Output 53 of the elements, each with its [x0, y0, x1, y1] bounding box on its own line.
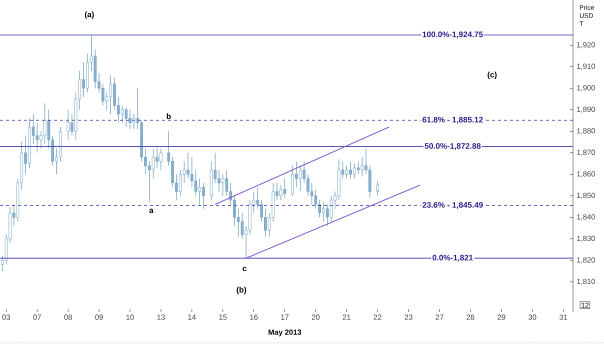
candlestick: [349, 161, 352, 179]
candlestick: [291, 165, 294, 196]
annotation: (b): [236, 286, 246, 294]
candlestick: [198, 178, 202, 205]
candlestick: [330, 196, 333, 222]
candlestick: [124, 107, 128, 128]
annotation: c: [242, 266, 247, 272]
candlestick: [113, 77, 116, 110]
candlestick: [148, 161, 151, 203]
candlestick: [102, 84, 104, 106]
candlestick: [160, 148, 162, 170]
candlestick: [280, 184, 282, 200]
candlestick: [66, 109, 70, 140]
candlestick: [283, 178, 286, 198]
candlestick: [218, 170, 220, 192]
candlestick: [178, 170, 182, 196]
candlestick: [225, 170, 228, 196]
annotation: 100.0%-1,924.75: [422, 32, 483, 38]
annotation: (c): [488, 72, 497, 80]
candlestick: [36, 122, 39, 154]
annotation: a: [149, 208, 154, 214]
candlestick: [156, 146, 158, 168]
candlestick: [306, 174, 310, 196]
candlestick: [186, 152, 190, 179]
candlestick: [240, 212, 244, 240]
candlestick: [345, 165, 348, 179]
candlestick: [310, 182, 314, 205]
candlestick: [322, 202, 325, 222]
candlestick: [82, 62, 85, 98]
candlestick: [202, 182, 205, 210]
candlestick: [353, 163, 356, 179]
candlestick: [128, 109, 132, 130]
annotation: b: [166, 113, 171, 120]
candlestick: [194, 170, 198, 196]
annotation: (a): [84, 11, 94, 19]
candlestick: [152, 148, 155, 179]
candlestick: [356, 161, 360, 175]
annotation: 23.6% - 1,845.49: [422, 202, 483, 209]
candlestick: [318, 200, 321, 218]
candlestick: [314, 189, 318, 210]
annotation: 61.8% - 1,885.12: [422, 116, 483, 124]
annotation: 50.0%-1,872.88: [424, 143, 481, 150]
candlestick: [221, 174, 224, 196]
candlestick: [44, 102, 46, 144]
annotation: 0.0%-1,821: [432, 254, 473, 262]
candlestick: [360, 156, 364, 177]
candlestick: [326, 204, 329, 226]
candlestick: [298, 165, 302, 192]
candlestick: [376, 180, 379, 196]
candlestick: [264, 208, 267, 237]
candlestick: [120, 105, 124, 123]
candlestick: [109, 75, 112, 114]
candlestick: [368, 165, 372, 198]
